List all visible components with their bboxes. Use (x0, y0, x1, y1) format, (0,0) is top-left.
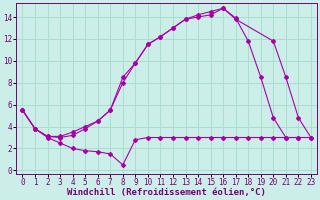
X-axis label: Windchill (Refroidissement éolien,°C): Windchill (Refroidissement éolien,°C) (67, 188, 266, 197)
